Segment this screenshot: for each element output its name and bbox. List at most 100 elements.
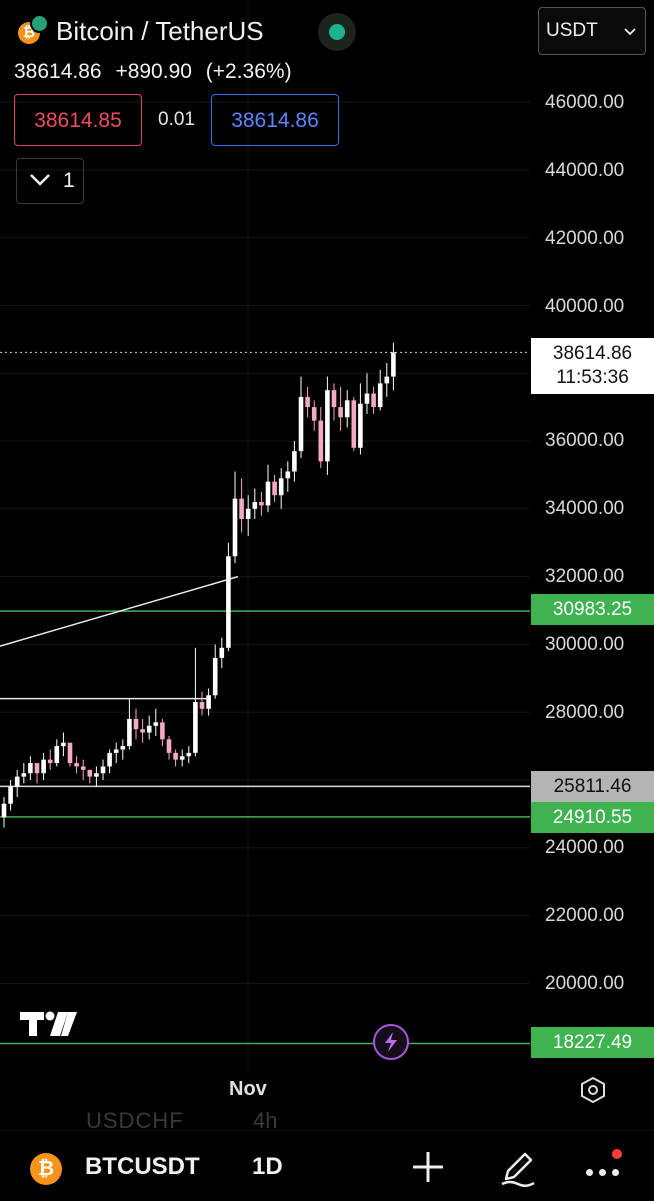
candle-body xyxy=(219,647,225,658)
price-axis-label: 40000.00 xyxy=(545,296,625,317)
price-axis-label: 44000.00 xyxy=(545,160,625,181)
ghost-interval: 4h xyxy=(253,1108,278,1133)
chevron-down-icon xyxy=(30,174,50,186)
current-price-tag: 38614.86 11:53:36 xyxy=(531,338,654,394)
candle-body xyxy=(391,352,396,377)
price-axis-label: 32000.00 xyxy=(545,566,625,587)
symbol-title[interactable]: Bitcoin / TetherUS xyxy=(56,16,264,46)
candle-body xyxy=(34,763,40,774)
dot xyxy=(586,1169,593,1176)
candle-body xyxy=(239,498,244,519)
candle-body xyxy=(54,746,60,764)
candle-body xyxy=(186,752,192,757)
candle-body xyxy=(80,766,86,770)
candle-body xyxy=(14,776,20,787)
dot xyxy=(612,1169,619,1176)
candle-body xyxy=(41,759,46,774)
candle-body xyxy=(153,722,159,726)
interval-button[interactable]: 1D xyxy=(252,1153,283,1180)
level-tag[interactable]: 24910.55 xyxy=(531,802,654,833)
candle-body xyxy=(212,657,218,696)
candle-body xyxy=(226,556,231,648)
candle-body xyxy=(364,393,370,404)
candle-body xyxy=(179,756,185,760)
candle-body xyxy=(265,481,271,506)
candle-body xyxy=(325,390,330,462)
candle-body xyxy=(127,718,132,747)
tradingview-logo xyxy=(20,1011,77,1036)
indicators-toggle-button[interactable]: 1 xyxy=(16,158,84,204)
lightning-icon[interactable] xyxy=(373,1024,409,1060)
candle-body xyxy=(61,742,66,747)
candle-body xyxy=(1,803,7,818)
candle-body xyxy=(193,702,198,753)
time-axis-label: Nov xyxy=(229,1078,267,1100)
bar-countdown: 11:53:36 xyxy=(556,367,629,388)
dot xyxy=(599,1169,606,1176)
buy-button[interactable]: 38614.86 xyxy=(211,94,339,146)
candle-body xyxy=(318,420,324,462)
candle-body xyxy=(311,407,317,421)
candle-body xyxy=(67,742,73,764)
candle-body xyxy=(166,739,172,753)
candle-body xyxy=(87,769,93,777)
tether-icon xyxy=(30,14,49,33)
candle-body xyxy=(305,396,310,408)
candle-body xyxy=(74,763,79,767)
candle-body xyxy=(298,396,304,452)
chevron-down-icon xyxy=(624,28,636,36)
candle-body xyxy=(358,403,363,448)
level-tag[interactable]: 18227.49 xyxy=(531,1027,654,1058)
indicators-count: 1 xyxy=(63,169,75,192)
candle-body xyxy=(199,702,205,709)
candle-body xyxy=(21,773,27,777)
candle-body xyxy=(133,718,139,730)
currency-value: USDT xyxy=(546,20,598,41)
candle-body xyxy=(47,759,53,764)
sell-button[interactable]: 38614.85 xyxy=(14,94,142,146)
more-dots-icon[interactable] xyxy=(584,1147,630,1187)
market-open-dot xyxy=(329,24,345,40)
candle-body xyxy=(28,763,33,774)
change-pct: (+2.36%) xyxy=(205,60,292,83)
candle-body xyxy=(272,481,277,496)
price-axis-label: 46000.00 xyxy=(545,92,625,113)
symbol-button[interactable]: BTCUSDT xyxy=(85,1153,200,1180)
candle-body xyxy=(206,695,211,709)
hexagon-settings-icon[interactable] xyxy=(580,1077,606,1103)
ghost-symbol: USDCHF xyxy=(86,1108,184,1133)
price-axis-label: 24000.00 xyxy=(545,837,625,858)
pen-icon[interactable] xyxy=(498,1147,538,1187)
price-summary: 38614.86 +890.90 (+2.36%) xyxy=(14,60,300,84)
candle-body xyxy=(377,383,383,408)
candle-body xyxy=(259,502,264,506)
price-axis-label: 34000.00 xyxy=(545,498,625,519)
candle-body xyxy=(146,725,152,733)
plus-icon[interactable] xyxy=(410,1149,446,1185)
candle-body xyxy=(94,773,99,777)
level-tag[interactable]: 25811.46 xyxy=(531,771,654,802)
candle-body xyxy=(278,478,284,496)
candle-body xyxy=(8,786,13,804)
currency-select[interactable]: USDT xyxy=(538,7,646,55)
notification-dot xyxy=(612,1149,622,1159)
candle-body xyxy=(113,749,119,753)
bitcoin-icon: ₿ xyxy=(30,1153,62,1185)
current-price: 38614.86 xyxy=(552,343,633,364)
candle-body xyxy=(331,390,337,408)
price-axis-label: 42000.00 xyxy=(545,228,625,249)
market-status-indicator[interactable] xyxy=(318,13,356,51)
trend-line xyxy=(0,575,239,647)
level-tag[interactable]: 30983.25 xyxy=(531,594,654,625)
candle-body xyxy=(371,393,376,408)
price-axis-label: 22000.00 xyxy=(545,905,625,926)
candle-body xyxy=(160,722,165,740)
candle-body xyxy=(384,376,390,384)
candle-body xyxy=(107,752,112,767)
change-abs: +890.90 xyxy=(115,60,192,83)
candle-body xyxy=(344,400,350,418)
candle-body xyxy=(252,502,258,509)
candle-body xyxy=(173,752,178,760)
candle-body xyxy=(100,766,106,774)
